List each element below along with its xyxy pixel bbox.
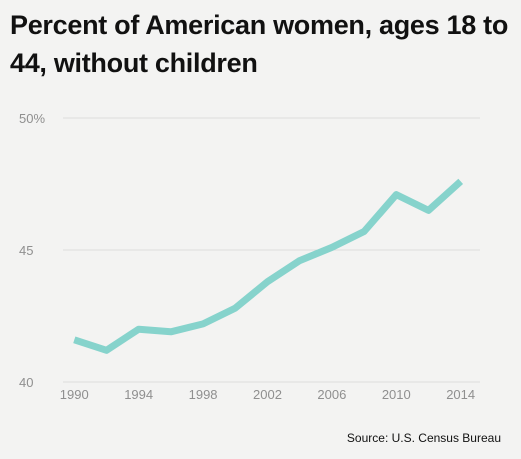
y-tick-label-50: 50% [19,111,45,126]
chart-title: Percent of American women, ages 18 to 44… [10,10,509,78]
series-line-0 [73,178,464,354]
x-tick-label-2002: 2002 [253,387,282,402]
x-tick-label-1998: 1998 [189,387,218,402]
x-tick-label-2010: 2010 [382,387,411,402]
x-tick-label-1990: 1990 [60,387,89,402]
y-tick-label-40: 40 [19,375,33,390]
y-tick-label-45: 45 [19,243,33,258]
x-tick-label-2014: 2014 [446,387,475,402]
x-tick-label-2006: 2006 [317,387,346,402]
source-note: Source: U.S. Census Bureau [346,431,501,445]
x-tick-label-1994: 1994 [124,387,153,402]
